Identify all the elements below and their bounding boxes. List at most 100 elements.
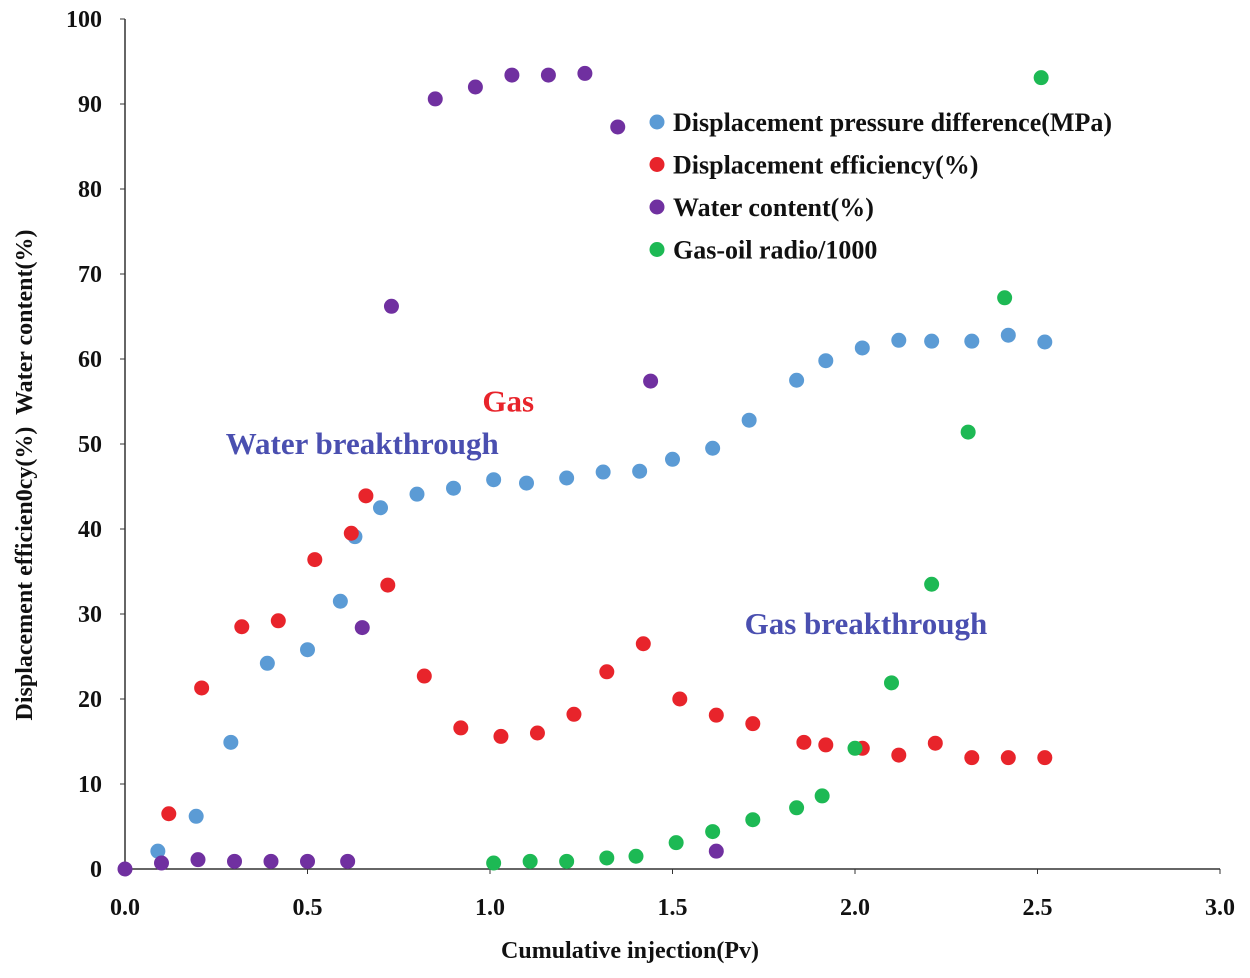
- series-1: [161, 488, 1053, 822]
- x-tick-label: 1.5: [658, 895, 688, 921]
- x-tick-label: 2.0: [840, 895, 870, 921]
- data-point: [577, 65, 593, 81]
- data-point: [194, 680, 210, 696]
- data-point: [504, 67, 520, 83]
- data-point: [628, 848, 644, 864]
- data-point: [522, 853, 538, 869]
- data-point: [358, 488, 374, 504]
- series-3: [486, 70, 1049, 871]
- data-point: [259, 655, 275, 671]
- data-point: [300, 642, 315, 658]
- data-point: [927, 735, 943, 751]
- data-point: [332, 593, 348, 609]
- data-point: [960, 424, 976, 440]
- x-tick-label: 0.5: [293, 895, 323, 921]
- legend-marker: [649, 157, 665, 172]
- data-point: [383, 298, 399, 314]
- y-tick-label: 60: [78, 347, 102, 373]
- data-point: [708, 707, 724, 723]
- data-point: [340, 853, 356, 869]
- y-tick-label: 80: [78, 177, 102, 203]
- legend-label: Displacement pressure difference(MPa): [673, 108, 1112, 137]
- data-point: [891, 332, 907, 348]
- data-point: [924, 333, 940, 349]
- data-point: [188, 808, 204, 824]
- y-tick-label: 40: [78, 517, 102, 543]
- data-point: [789, 800, 805, 816]
- data-point: [519, 475, 534, 491]
- data-point: [161, 806, 177, 822]
- data-point: [453, 720, 469, 736]
- legend-marker: [649, 114, 665, 130]
- y-tick-label: 0: [90, 857, 102, 883]
- data-point: [643, 373, 659, 389]
- legend-label: Displacement efficiency(%): [673, 151, 978, 180]
- data-point: [924, 576, 940, 592]
- y-tick-label: 100: [66, 7, 102, 33]
- data-point: [595, 464, 611, 480]
- data-point: [796, 734, 812, 750]
- data-point: [964, 333, 980, 349]
- data-point: [635, 636, 651, 652]
- annotation-label: Water breakthrough: [226, 426, 499, 461]
- y-tick-label: 70: [78, 262, 102, 288]
- legend-label: Water content(%): [673, 193, 874, 222]
- data-point: [227, 853, 242, 869]
- data-point: [559, 470, 575, 486]
- data-point: [818, 353, 834, 369]
- data-point: [741, 412, 757, 428]
- data-point: [270, 613, 286, 629]
- annotation-label: Gas breakthrough: [745, 606, 988, 641]
- data-point: [300, 853, 315, 869]
- legend: Displacement pressure difference(MPa) Dis…: [649, 108, 1112, 265]
- data-point: [566, 706, 582, 722]
- data-point: [745, 716, 761, 732]
- y-tick-label: 50: [78, 432, 102, 458]
- legend-label: Gas-oil radio/1000: [673, 236, 877, 265]
- data-point: [708, 843, 724, 859]
- data-point: [854, 340, 870, 356]
- data-point: [540, 67, 556, 83]
- data-point: [234, 619, 250, 635]
- y-axis-label: Displacement efficien0cy(%) Water conten…: [12, 230, 38, 721]
- x-tick-label: 0.0: [110, 895, 140, 921]
- series-0: [150, 327, 1053, 859]
- data-point: [380, 577, 396, 593]
- data-point: [529, 725, 545, 741]
- data-point: [997, 290, 1013, 306]
- data-point: [223, 734, 239, 750]
- data-point: [486, 472, 502, 488]
- data-point: [263, 853, 279, 869]
- data-point: [814, 788, 830, 804]
- annotation-label: Gas: [482, 384, 534, 419]
- y-tick-label: 10: [78, 772, 102, 798]
- y-tick-label: 30: [78, 602, 102, 628]
- data-point: [1037, 750, 1053, 766]
- data-point: [150, 843, 166, 859]
- tick-labels: 0.0 0.5 1.0 1.5 2.0 2.5 3.0 0 10 20 30 40 50 60 70 80 90…: [66, 7, 1235, 921]
- data-point: [672, 691, 688, 707]
- data-point: [467, 79, 483, 95]
- data-point: [599, 664, 615, 680]
- annotations: Gas Water breakthrough Gas breakthrough: [226, 384, 988, 642]
- data-point: [668, 835, 684, 851]
- legend-marker: [649, 242, 665, 257]
- axes: [120, 18, 1221, 874]
- legend-marker: [649, 199, 665, 215]
- data-point: [373, 500, 388, 516]
- data-point: [665, 451, 680, 467]
- x-axis-label: Cumulative injection(Pv): [501, 938, 759, 964]
- data-point: [964, 750, 980, 766]
- data-point: [1037, 334, 1053, 350]
- data-point: [847, 740, 863, 756]
- data-point: [559, 853, 575, 869]
- data-point: [307, 552, 323, 568]
- data-point: [891, 747, 907, 763]
- data-point: [745, 812, 761, 828]
- x-tick-label: 3.0: [1205, 895, 1235, 921]
- data-point: [884, 675, 899, 691]
- data-point: [446, 480, 461, 496]
- data-point: [1033, 70, 1049, 86]
- x-tick-label: 1.0: [475, 895, 505, 921]
